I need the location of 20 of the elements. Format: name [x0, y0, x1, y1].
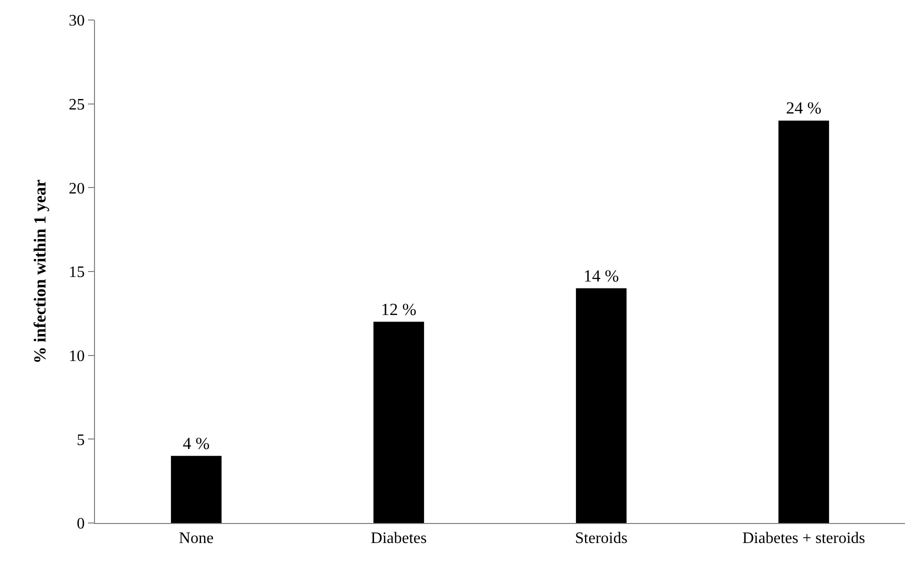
y-tick-label: 30 [68, 12, 85, 30]
bar [373, 322, 424, 523]
bar [778, 120, 830, 523]
data-label: 12 % [381, 300, 416, 319]
y-tick-label: 25 [68, 96, 85, 114]
y-tick-label: 20 [68, 180, 85, 198]
x-tick-label: Steroids [575, 530, 628, 548]
y-axis-title: % infection within 1 year [30, 178, 50, 364]
y-tick-label: 5 [76, 432, 85, 449]
bar [170, 456, 222, 523]
data-label: 4 % [182, 434, 210, 453]
data-label: 24 % [786, 98, 822, 118]
data-label: 14 % [584, 266, 619, 286]
y-tick-label: 15 [68, 264, 85, 282]
y-tick-label: 0 [76, 516, 85, 533]
bar [576, 288, 627, 523]
x-tick-label: Diabetes [370, 530, 427, 548]
x-tick-label: None [178, 530, 214, 548]
y-tick-label: 10 [68, 348, 85, 365]
x-tick-label: Diabetes + steroids [742, 530, 866, 548]
